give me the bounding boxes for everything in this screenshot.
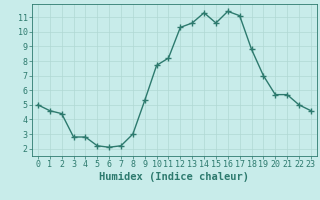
X-axis label: Humidex (Indice chaleur): Humidex (Indice chaleur): [100, 172, 249, 182]
